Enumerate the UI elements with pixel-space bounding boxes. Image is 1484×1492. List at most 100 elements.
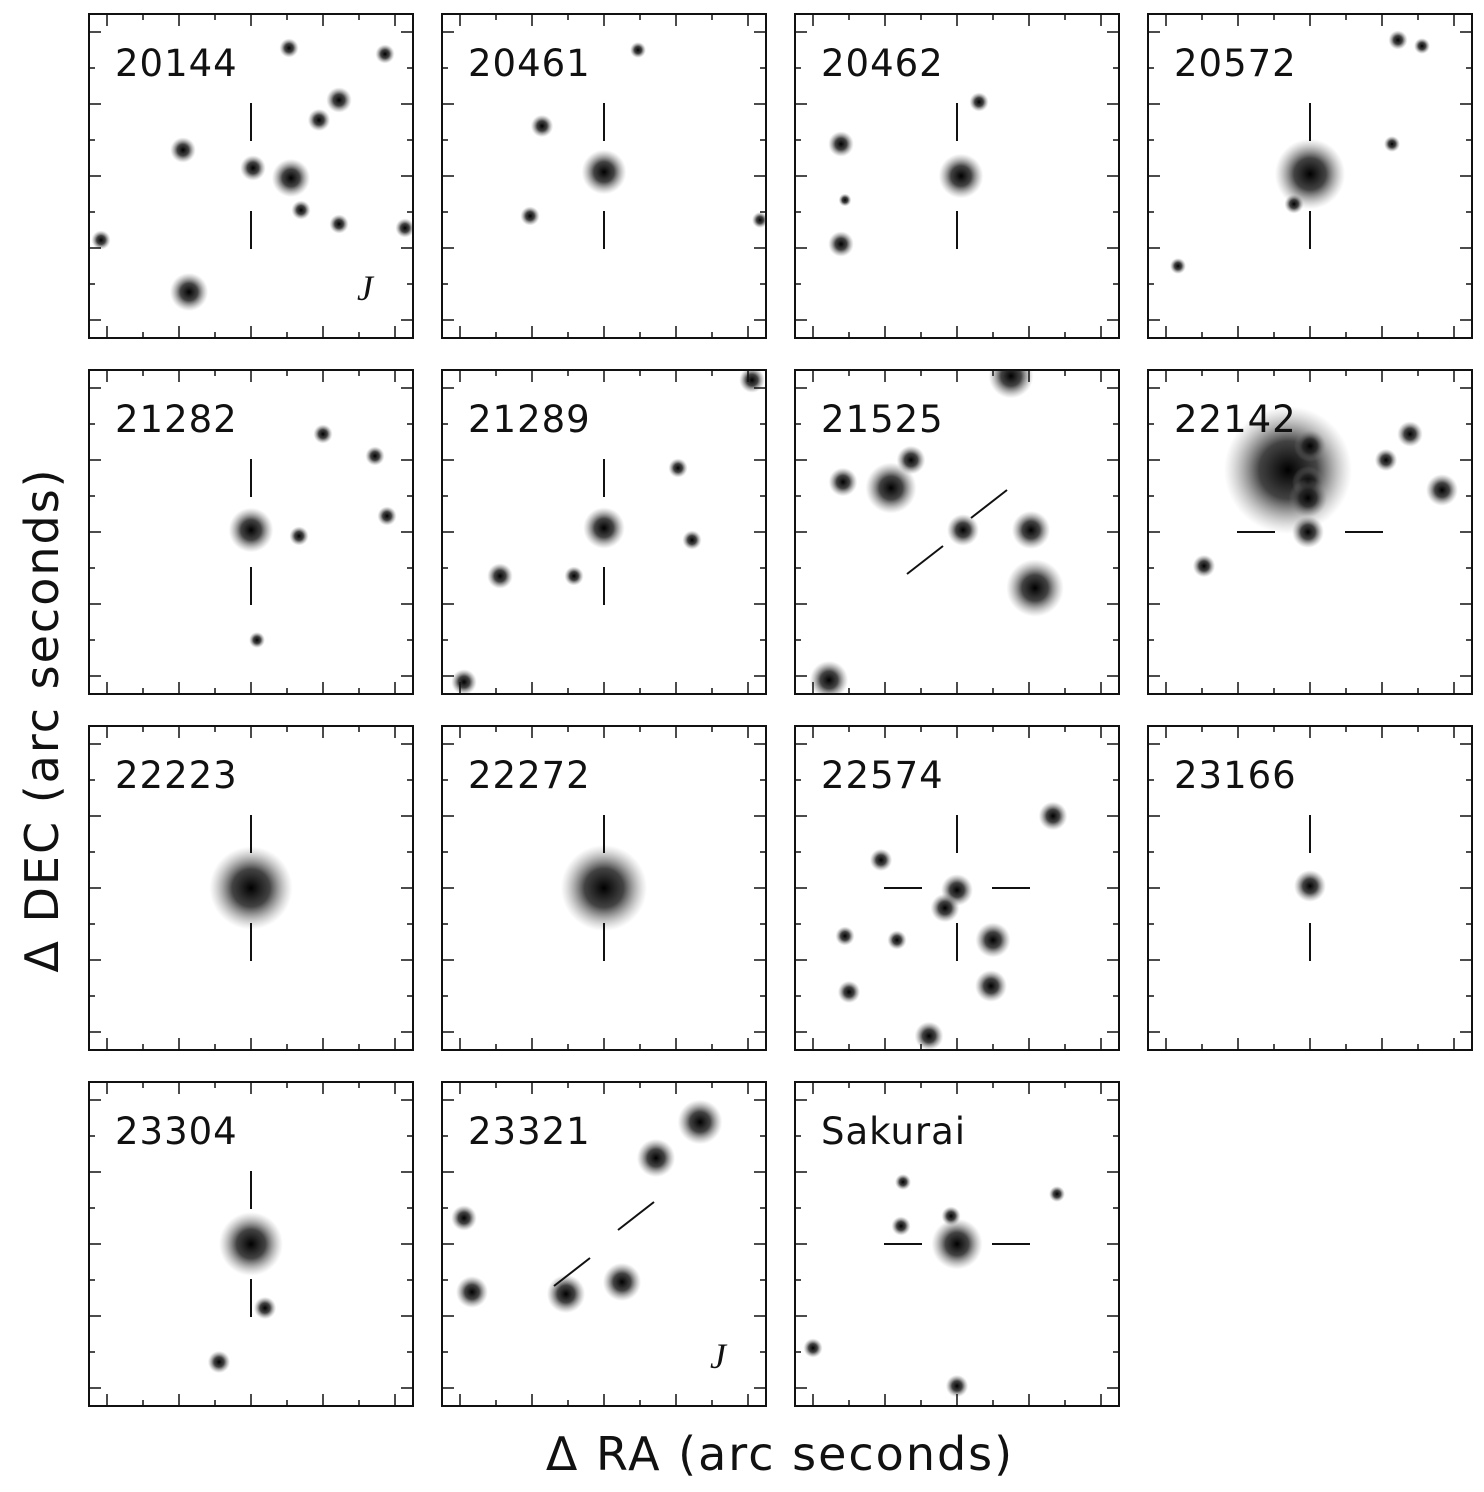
star (828, 231, 854, 257)
panel-label: 23321 (468, 1110, 591, 1153)
image-area (91, 38, 413, 312)
panel: 20144 J (88, 13, 414, 339)
image-area (451, 1099, 723, 1314)
star (975, 970, 1007, 1002)
star (803, 1338, 823, 1358)
panel-label: 20144 (115, 42, 238, 85)
star (1374, 448, 1398, 472)
panel: 23321 J (441, 1081, 767, 1407)
panel: 21282 (88, 369, 414, 695)
panel: 22272 (441, 725, 767, 1051)
panel-label: 22272 (468, 754, 591, 797)
star (326, 87, 352, 113)
star (682, 530, 702, 550)
star (1294, 870, 1326, 902)
star (240, 155, 266, 181)
star (395, 218, 413, 238)
image-area (520, 42, 766, 228)
panel-label: 21525 (821, 398, 944, 441)
panel-label: 22574 (821, 754, 944, 797)
panel: 22223 (88, 725, 414, 1051)
star (564, 566, 584, 586)
image-area (228, 424, 397, 648)
star (1170, 258, 1186, 274)
panel-label: 20461 (468, 42, 591, 85)
image-area (835, 801, 1068, 1050)
star (938, 153, 984, 199)
star (377, 506, 397, 526)
star (835, 926, 855, 946)
star (988, 370, 1034, 399)
panel: 22574 (794, 725, 1120, 1051)
star (375, 44, 395, 64)
star (207, 1350, 231, 1374)
image-area (560, 844, 648, 932)
star (1294, 430, 1326, 462)
star (307, 108, 331, 132)
panel-label: Sakurai (821, 1110, 966, 1153)
star (329, 214, 349, 234)
star (739, 370, 765, 393)
star (1192, 554, 1216, 578)
image-area (828, 92, 989, 257)
star (636, 1138, 676, 1178)
star (947, 514, 979, 546)
star (546, 1274, 586, 1314)
star (249, 632, 265, 648)
star (1284, 194, 1304, 214)
star (520, 206, 540, 226)
panel-label: 22142 (1174, 398, 1297, 441)
panel: 21289 (441, 369, 767, 695)
star (945, 1374, 969, 1398)
star (668, 458, 688, 478)
star (291, 200, 311, 220)
image-area (809, 370, 1064, 694)
star (677, 1099, 723, 1145)
star (487, 563, 513, 589)
star (1397, 421, 1423, 447)
star (170, 137, 196, 163)
star (630, 42, 646, 58)
star (1006, 559, 1064, 617)
star (219, 1212, 283, 1276)
star (1038, 801, 1068, 831)
star (581, 149, 627, 195)
star (279, 38, 299, 58)
star (451, 669, 477, 694)
star (209, 846, 293, 930)
panel: Sakurai (794, 1081, 1120, 1407)
star (1426, 474, 1458, 506)
x-axis-label: Δ RA (arc seconds) (546, 1427, 1014, 1481)
panel: 23166 (1147, 725, 1473, 1051)
crosshair (617, 1201, 655, 1231)
star (602, 1262, 642, 1302)
star (271, 158, 311, 198)
star (752, 212, 766, 228)
star (869, 848, 893, 872)
filter-label: J (710, 1336, 728, 1376)
panel-label: 23166 (1174, 754, 1297, 797)
star (837, 980, 861, 1004)
star (253, 1296, 277, 1320)
star (941, 1206, 961, 1226)
image-area (451, 370, 765, 694)
star (931, 1218, 983, 1270)
star (530, 114, 554, 138)
panel-label: 20462 (821, 42, 944, 85)
star (451, 1205, 477, 1231)
star (930, 893, 960, 923)
image-area (207, 1212, 283, 1374)
crosshair (553, 1257, 591, 1287)
star (228, 507, 274, 553)
panel-label: 21282 (115, 398, 238, 441)
star (365, 446, 385, 466)
star (1292, 516, 1324, 548)
star (289, 526, 309, 546)
star (975, 922, 1011, 958)
panel: 22142 (1147, 369, 1473, 695)
star (895, 1174, 911, 1190)
star (838, 193, 852, 207)
star (1274, 138, 1346, 210)
